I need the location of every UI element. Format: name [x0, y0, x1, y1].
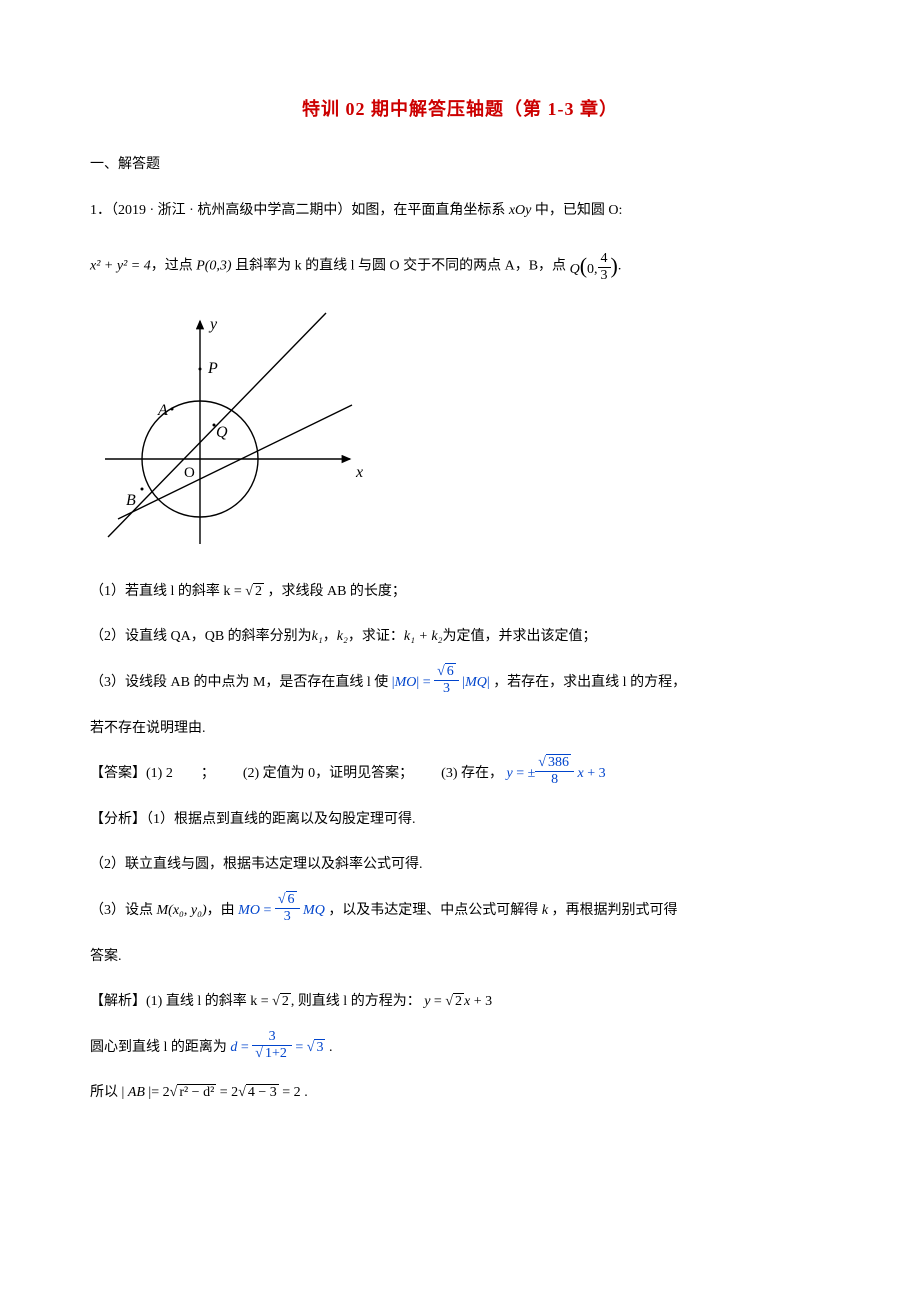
ans3-den: 8	[535, 772, 574, 788]
q2-text: （2）设直线 QA，QB 的斜率分别为	[90, 629, 312, 644]
section-heading: 一、解答题	[90, 150, 830, 181]
q2-sum: k₁ + k₂	[404, 629, 443, 644]
ana3-c: ，以及韦达定理、中点公式可解得	[328, 903, 538, 918]
page-title: 特训 02 期中解答压轴题（第 1-3 章）	[90, 90, 830, 130]
problem-tail: 中，已知圆 O:	[535, 203, 623, 218]
sol2-eq: d = 3√1+2 = √3	[230, 1031, 325, 1065]
solution-2: 圆心到直线 l 的距离为 d = 3√1+2 = √3 .	[90, 1031, 830, 1065]
q3-text: （3）设线段 AB 的中点为 M，是否存在直线 l 使	[90, 675, 388, 690]
sol3-tail: .	[304, 1085, 308, 1100]
q1-tail: ，求线段 AB 的长度；	[267, 584, 405, 599]
solution-3: 所以 | AB |= 2√r² − d² = 2√4 − 3 = 2 .	[90, 1076, 830, 1110]
analysis-2: （2）联立直线与圆，根据韦达定理以及斜率公式可得.	[90, 848, 830, 882]
period: .	[618, 259, 622, 274]
ans3-pre: (3) 存在，	[441, 766, 503, 781]
sol2-tail: .	[329, 1040, 333, 1055]
question-3-line2: 若不存在说明理由.	[90, 712, 830, 746]
ana3-k: k	[542, 903, 548, 918]
q2-tail: 为定值，并求出该定值；	[442, 629, 596, 644]
answer-label: 【答案】	[90, 766, 146, 781]
ans3-eq: y = ±√3868 x + 3	[506, 757, 605, 791]
q3-tail: ，若存在，求出直线 l 的方程，	[493, 675, 686, 690]
svg-text:Q: Q	[216, 424, 228, 441]
q3-den: 3	[434, 681, 459, 697]
point-q: Q(0,43)	[570, 240, 618, 293]
ana3-a: （3）设点	[90, 903, 153, 918]
diagram: y x P A Q O B	[90, 309, 830, 559]
q3-eq: |MO| = √63 |MQ|	[392, 666, 490, 700]
sol-label: 【解析】	[90, 994, 146, 1009]
q2-mid: ，求证：	[348, 629, 404, 644]
solution-1: 【解析】(1) 直线 l 的斜率 k = √2, 则直线 l 的方程为： y =…	[90, 985, 830, 1019]
question-1: （1）若直线 l 的斜率 k = √2 ，求线段 AB 的长度；	[90, 575, 830, 609]
sol1-a: (1) 直线 l 的斜率	[146, 994, 247, 1009]
circle-eq: x² + y² = 4	[90, 259, 151, 274]
problem-line-2: x² + y² = 4，过点 P(0,3) 且斜率为 k 的直线 l 与圆 O …	[90, 240, 830, 293]
ana3-eq-den: 3	[275, 909, 300, 925]
q-letter: Q	[570, 262, 580, 277]
analysis-1: 【分析】（1）根据点到直线的距离以及勾股定理可得.	[90, 803, 830, 837]
svg-text:A: A	[157, 402, 168, 419]
svg-text:y: y	[208, 316, 218, 333]
text: 且斜率为 k 的直线 l 与圆 O 交于不同的两点 A，B，点	[235, 259, 566, 274]
ana3-b: ，由	[207, 903, 235, 918]
svg-text:B: B	[126, 492, 136, 509]
ana3-d: ，再根据判别式可得	[552, 903, 678, 918]
problem-line-1: 1．（2019 · 浙江 · 杭州高级中学高二期中）如图，在平面直角坐标系 xO…	[90, 194, 830, 228]
svg-text:x: x	[355, 464, 363, 481]
svg-text:P: P	[207, 360, 218, 377]
ans1: (1) 2	[146, 766, 173, 781]
svg-text:O: O	[184, 465, 195, 481]
ana3-eq: MO = √63 MQ	[238, 894, 325, 928]
sol1-b: , 则直线 l 的方程为：	[291, 994, 421, 1009]
q2-k2: k₂	[337, 629, 348, 644]
sol1-eq: y = √2x + 3	[424, 994, 492, 1009]
q2-k1: k₁	[312, 629, 323, 644]
ana3-m: M(x₀, y₀)	[157, 903, 207, 918]
q1-k: k = √2	[223, 584, 264, 599]
q-num: 4	[598, 251, 611, 268]
question-2: （2）设直线 QA，QB 的斜率分别为k₁，k₂，求证：k₁ + k₂为定值，并…	[90, 620, 830, 654]
analysis-label: 【分析】	[90, 812, 146, 827]
problem-source: 1．（2019 · 浙江 · 杭州高级中学高二期中）如图，在平面直角坐标系	[90, 203, 505, 218]
ans2: (2) 定值为 0，证明见答案；	[243, 766, 413, 781]
point-p: P(0,3)	[196, 259, 231, 274]
xoy: xOy	[509, 203, 532, 218]
q-den: 3	[598, 268, 611, 284]
text: ，过点	[151, 259, 193, 274]
sep1: ；	[201, 766, 215, 781]
q-zero: 0,	[587, 262, 598, 277]
analysis-3: （3）设点 M(x₀, y₀)，由 MO = √63 MQ ，以及韦达定理、中点…	[90, 894, 830, 928]
sol3-a: 所以	[90, 1085, 118, 1100]
coordinate-diagram: y x P A Q O B	[90, 309, 380, 559]
question-3: （3）设线段 AB 的中点为 M，是否存在直线 l 使 |MO| = √63 |…	[90, 666, 830, 700]
sol3-eq: | AB |= 2√r² − d² = 2√4 − 3 = 2	[122, 1085, 301, 1100]
analysis-3-line2: 答案.	[90, 940, 830, 974]
sol1-k: k = √2	[250, 994, 291, 1009]
sol2-num: 3	[252, 1029, 292, 1046]
comma: ，	[323, 629, 337, 644]
ana1: （1）根据点到直线的距离以及勾股定理可得.	[146, 812, 416, 827]
sol2-a: 圆心到直线 l 的距离为	[90, 1040, 227, 1055]
answer-row: 【答案】(1) 2 ； (2) 定值为 0，证明见答案； (3) 存在， y = ±√…	[90, 757, 830, 791]
q1-text: （1）若直线 l 的斜率	[90, 584, 220, 599]
